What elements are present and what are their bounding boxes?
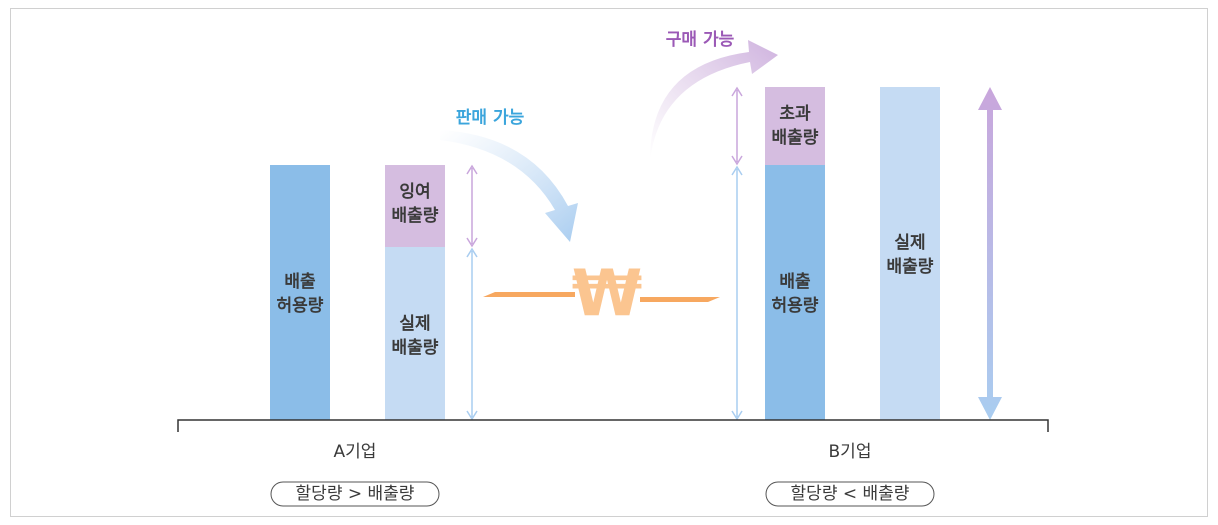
range-arrows bbox=[731, 86, 743, 421]
allowance-bar bbox=[270, 165, 330, 420]
frame bbox=[10, 8, 1208, 517]
label: 허용량 bbox=[772, 296, 819, 316]
label: 초과 bbox=[779, 104, 811, 124]
actual-bar bbox=[880, 87, 940, 420]
company-name: B기업 bbox=[829, 442, 872, 462]
sell-label: 판매 가능 bbox=[456, 108, 525, 128]
label: 배출량 bbox=[392, 206, 439, 226]
label: 배출량 bbox=[392, 338, 439, 358]
buy-label: 구매 가능 bbox=[666, 30, 735, 50]
actual-bar bbox=[385, 247, 445, 420]
condition-pill bbox=[765, 481, 935, 507]
total-arrow bbox=[978, 87, 1002, 420]
label: 허용량 bbox=[277, 296, 324, 316]
label: 배출량 bbox=[887, 257, 934, 277]
company-name: A기업 bbox=[334, 442, 377, 462]
excess-bar bbox=[765, 87, 825, 165]
surplus-bar bbox=[385, 165, 445, 247]
label: 실제 bbox=[894, 233, 925, 253]
allowance-bar bbox=[765, 165, 825, 420]
label: 실제 bbox=[399, 314, 430, 334]
currency: ₩ bbox=[572, 258, 643, 332]
label: 배출 bbox=[779, 272, 811, 292]
condition-pill bbox=[270, 481, 440, 507]
label: 배출량 bbox=[772, 128, 819, 148]
baseline bbox=[177, 419, 1049, 432]
label: 배출 bbox=[284, 272, 316, 292]
sell-arrow bbox=[440, 130, 578, 242]
trade-line bbox=[483, 292, 720, 302]
condition: 할당량 < 배출량 bbox=[791, 484, 910, 504]
buy-arrow bbox=[650, 40, 778, 160]
label: 잉여 bbox=[399, 182, 430, 202]
condition: 할당량 > 배출량 bbox=[296, 484, 415, 504]
range-arrows bbox=[466, 164, 478, 421]
